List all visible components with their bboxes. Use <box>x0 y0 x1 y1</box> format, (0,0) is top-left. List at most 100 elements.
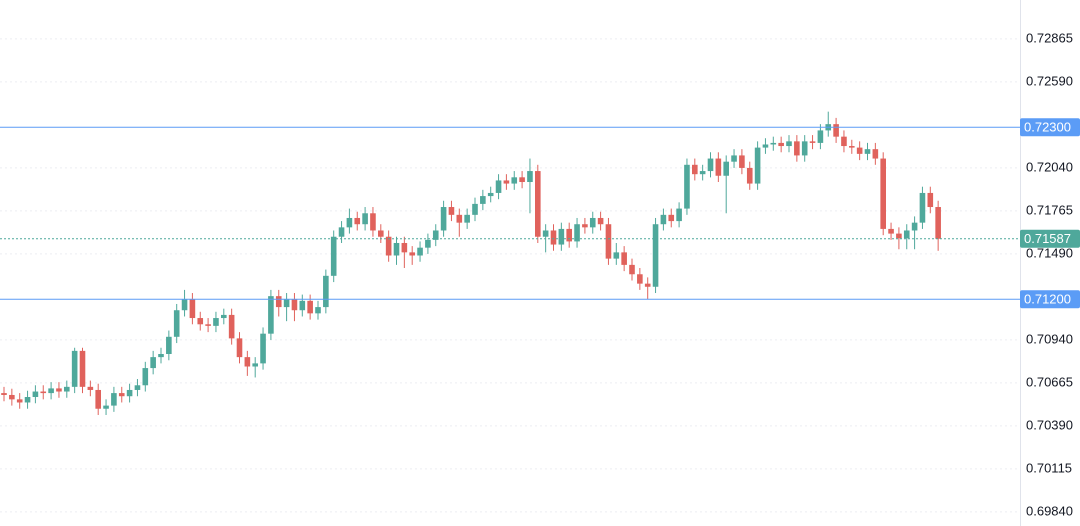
price-label: 0.71587 <box>1024 231 1071 246</box>
candle-body <box>189 299 196 319</box>
candle-body <box>903 230 910 239</box>
candle-body <box>228 314 235 339</box>
y-tick-label: 0.72590 <box>1026 73 1073 88</box>
candle-body <box>550 230 557 245</box>
candle-body <box>268 296 274 334</box>
candle-body <box>40 391 47 394</box>
candle-body <box>629 264 635 275</box>
candle-body <box>354 217 361 225</box>
candle-body <box>448 207 455 215</box>
candle-body <box>574 224 580 242</box>
candle-body <box>668 214 675 222</box>
candle-body <box>739 155 745 168</box>
candle-body <box>173 310 180 337</box>
candle-body <box>213 318 219 326</box>
candle-body <box>370 213 376 231</box>
candle-body <box>660 214 667 225</box>
candle-body <box>911 222 918 231</box>
candle-body <box>118 393 125 397</box>
candle-body <box>79 350 86 387</box>
candle-body <box>362 213 368 225</box>
candle-body <box>480 196 486 204</box>
candle-body <box>566 228 572 242</box>
candle-body <box>841 136 847 147</box>
candle-body <box>24 397 31 403</box>
y-tick-label: 0.70940 <box>1026 331 1073 346</box>
candle-body <box>770 142 777 145</box>
candle-body <box>346 217 353 228</box>
candle-body <box>71 350 78 387</box>
candle-body <box>150 357 156 369</box>
candle-body <box>283 299 290 308</box>
candle-body <box>880 158 886 229</box>
price-label: 0.72300 <box>1024 120 1071 135</box>
y-tick-label: 0.70390 <box>1026 417 1073 432</box>
candle-body <box>495 180 502 193</box>
candle-body <box>166 336 172 355</box>
candle-body <box>393 242 400 256</box>
candle-body <box>786 141 792 147</box>
candle-body <box>684 164 690 209</box>
candle-body <box>833 124 839 137</box>
candle-body <box>762 144 769 148</box>
candle-body <box>158 354 164 358</box>
candle-body <box>888 228 894 234</box>
candle-body <box>181 299 188 311</box>
y-tick-label: 0.70115 <box>1026 460 1072 475</box>
candle-body <box>378 230 384 237</box>
candle-body <box>527 171 533 183</box>
candle-body <box>801 141 808 156</box>
candle-body <box>338 227 345 237</box>
candle-body <box>849 146 855 148</box>
candle-body <box>699 171 706 175</box>
candle-body <box>605 224 612 259</box>
candle-body <box>935 207 941 239</box>
candle-body <box>425 239 431 248</box>
candle-body <box>794 141 800 156</box>
candle-body <box>519 177 525 183</box>
candle-body <box>809 141 816 143</box>
candle-body <box>87 386 94 390</box>
candle-body <box>472 203 478 215</box>
y-tick-label: 0.69840 <box>1026 503 1073 518</box>
candle-body <box>432 230 439 240</box>
candle-body <box>126 389 133 397</box>
candle-body <box>637 274 643 284</box>
candle-body <box>142 368 149 386</box>
candle-body <box>323 275 329 308</box>
candle-body <box>676 208 682 222</box>
candle-body <box>236 338 243 358</box>
candle-body <box>16 399 23 403</box>
candle-body <box>197 318 204 325</box>
candle-body <box>221 314 227 319</box>
candle-body <box>558 228 565 245</box>
candle-body <box>896 233 902 239</box>
candle-body <box>440 207 447 231</box>
price-label-bg <box>1020 229 1080 248</box>
candle-body <box>487 192 494 197</box>
candle-body <box>731 155 737 162</box>
candle-body <box>385 236 392 256</box>
candle-body <box>409 252 415 256</box>
candle-body <box>32 391 39 398</box>
candle-body <box>95 389 101 409</box>
candle-body <box>707 158 714 172</box>
candle-body <box>315 307 321 314</box>
y-tick-label: 0.71765 <box>1026 202 1073 217</box>
candle-body <box>503 180 510 184</box>
candle-body <box>417 247 423 256</box>
y-tick-label: 0.72865 <box>1026 30 1073 45</box>
candle-body <box>582 224 588 228</box>
candle-body <box>299 300 306 311</box>
candle-body <box>330 236 337 276</box>
candle-body <box>589 217 596 228</box>
candle-body <box>754 147 761 184</box>
candle-body <box>205 324 211 326</box>
candle-body <box>919 192 926 223</box>
candle-body <box>864 149 871 154</box>
candle-body <box>644 283 651 287</box>
candle-body <box>48 388 54 394</box>
candle-body <box>134 385 141 390</box>
candle-body <box>464 214 470 223</box>
